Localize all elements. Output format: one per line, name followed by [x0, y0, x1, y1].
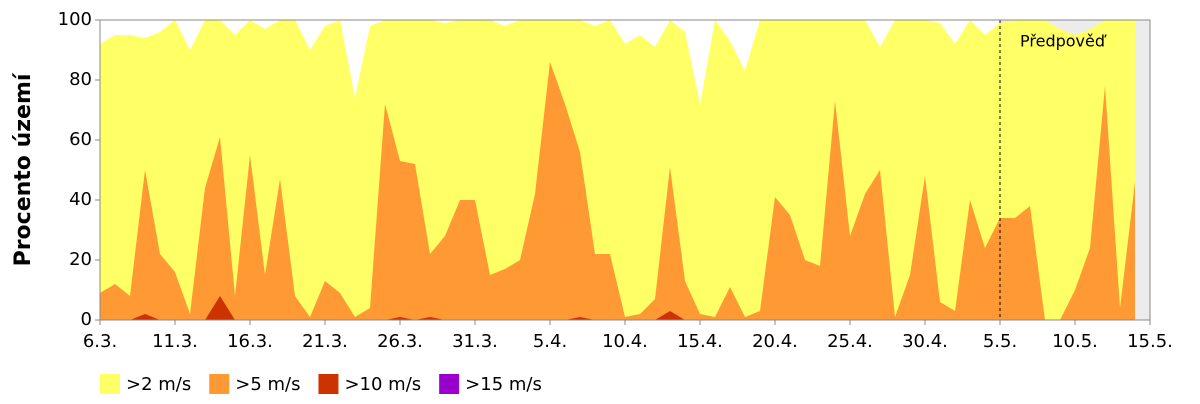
y-tick-label: 20 — [69, 249, 92, 270]
y-tick-label: 100 — [58, 9, 92, 30]
y-tick-label: 40 — [69, 189, 92, 210]
legend-label: >2 m/s — [126, 374, 191, 395]
y-axis-label: Procento území — [11, 72, 36, 266]
x-tick-label: 21.3. — [302, 331, 348, 352]
legend-label: >15 m/s — [465, 374, 542, 395]
x-tick-label: 30.4. — [902, 331, 948, 352]
legend-swatch — [439, 374, 460, 394]
x-tick-label: 15.5. — [1127, 331, 1173, 352]
x-tick-label: 31.3. — [452, 331, 498, 352]
x-tick-label: 25.4. — [827, 331, 873, 352]
legend-label: >5 m/s — [235, 374, 300, 395]
area — [100, 62, 1135, 320]
x-tick-label: 16.3. — [227, 331, 273, 352]
x-tick-label: 26.3. — [377, 331, 423, 352]
annotation: Předpověď — [1020, 32, 1107, 51]
x-tick-label: 6.3. — [83, 331, 117, 352]
x-tick-label: 15.4. — [677, 331, 723, 352]
legend-swatch — [100, 374, 120, 394]
legend-swatch — [209, 374, 230, 394]
x-tick-label: 5.5. — [983, 331, 1017, 352]
x-tick-label: 10.5. — [1052, 331, 1098, 352]
x-tick-label: 5.4. — [533, 331, 567, 352]
legend-label: >10 m/s — [344, 374, 421, 395]
x-tick-label: 10.4. — [602, 331, 648, 352]
y-tick-label: 80 — [69, 69, 92, 90]
x-tick-label: 20.4. — [752, 331, 798, 352]
legend-swatch — [318, 374, 339, 394]
y-tick-label: 60 — [69, 129, 92, 150]
x-tick-label: 11.3. — [152, 331, 198, 352]
y-tick-label: 0 — [81, 309, 92, 330]
